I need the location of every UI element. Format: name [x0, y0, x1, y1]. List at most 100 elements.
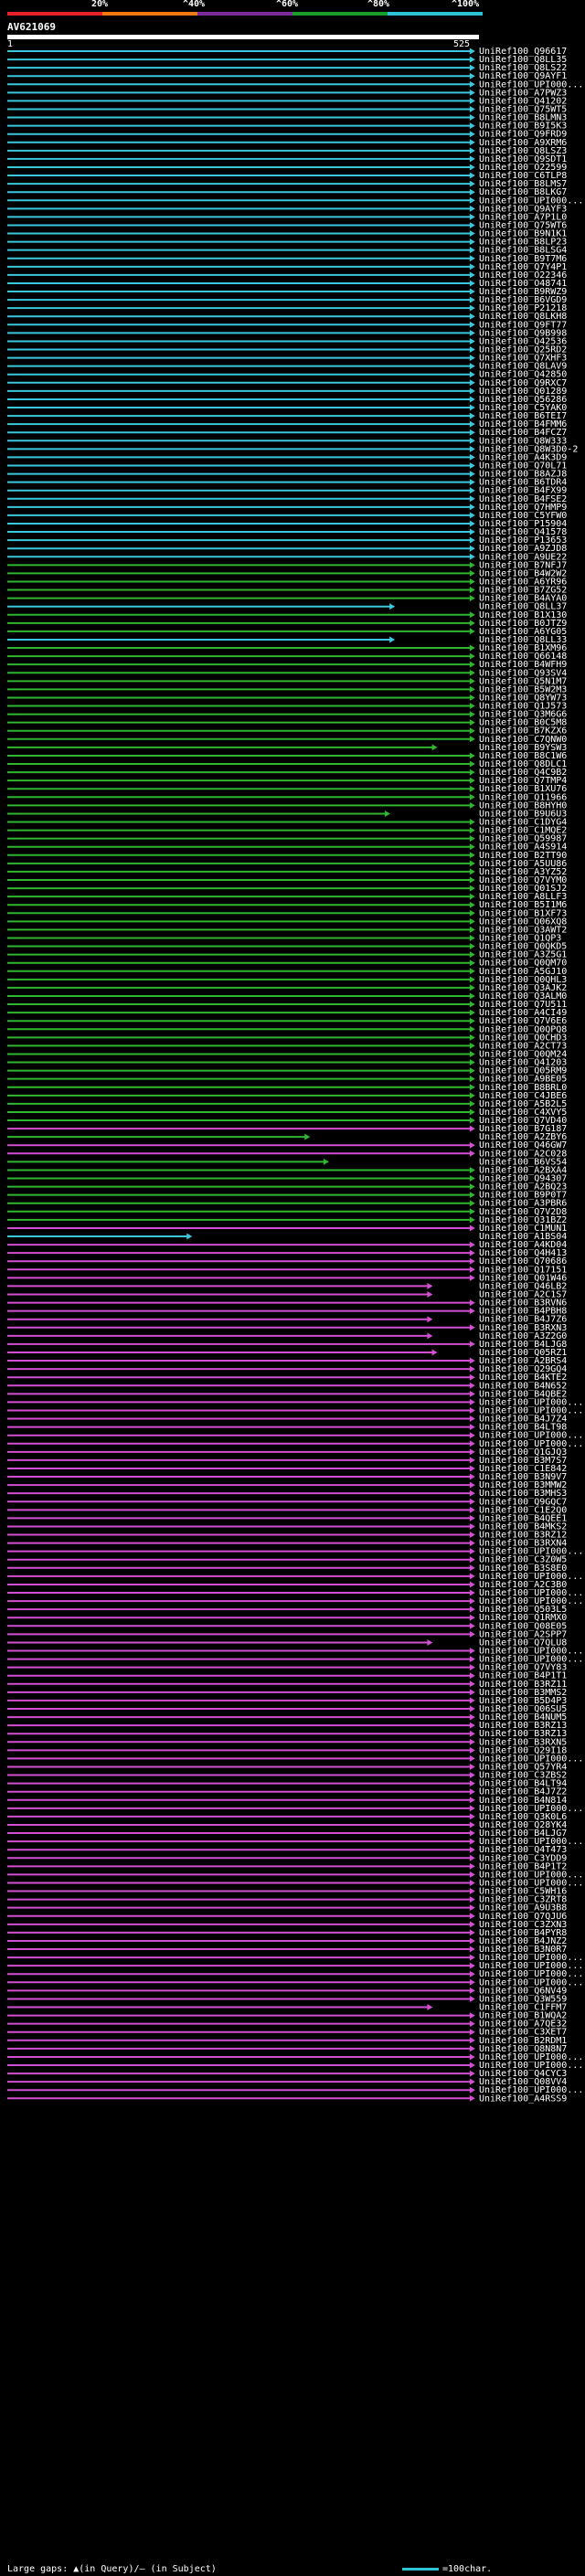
hit-row[interactable]: UniRef100_C3ZRT8: [7, 1895, 567, 1905]
hit-row[interactable]: UniRef100_A9XRM6: [7, 138, 567, 148]
hit-row[interactable]: UniRef100_B4J7Z2: [7, 1787, 567, 1797]
hit-label[interactable]: UniRef100_C6TLP8: [479, 171, 567, 181]
hit-label[interactable]: UniRef100_B1X130: [479, 610, 567, 620]
hit-row[interactable]: UniRef100_Q5N1M7: [7, 676, 567, 686]
hit-label[interactable]: UniRef100_A4KD04: [479, 1240, 567, 1250]
hit-label[interactable]: UniRef100_UPI000...: [479, 1969, 583, 1979]
hit-label[interactable]: UniRef100_B8LP23: [479, 238, 567, 248]
hit-row[interactable]: UniRef100_C4JBE6: [7, 1091, 567, 1101]
hit-label[interactable]: UniRef100_B6TDR4: [479, 478, 567, 488]
hit-row[interactable]: UniRef100_B3MHS3: [7, 1489, 567, 1499]
hit-label[interactable]: UniRef100_Q9RXC7: [479, 378, 567, 388]
hit-label[interactable]: UniRef100_Q7VY83: [479, 1663, 567, 1673]
hit-row[interactable]: UniRef100_B2RDM1: [7, 2036, 567, 2046]
hit-label[interactable]: UniRef100_UPI000...: [479, 2052, 583, 2062]
hit-row[interactable]: UniRef100_A4S914: [7, 843, 567, 853]
hit-row[interactable]: UniRef100_Q0QKD5: [7, 942, 567, 952]
hit-label[interactable]: UniRef100_Q25RD2: [479, 345, 567, 355]
hit-label[interactable]: UniRef100_B5D4P3: [479, 1696, 567, 1706]
hit-label[interactable]: UniRef100_B8LMN3: [479, 113, 567, 123]
hit-row[interactable]: UniRef100_A4CI49: [7, 1008, 567, 1018]
hit-label[interactable]: UniRef100_Q9GQC7: [479, 1497, 567, 1507]
hit-label[interactable]: UniRef100_A2C1S7: [479, 1290, 567, 1300]
hit-label[interactable]: UniRef100_Q9B998: [479, 328, 567, 338]
hit-label[interactable]: UniRef100_A2BXA4: [479, 1165, 567, 1175]
hit-label[interactable]: UniRef100_A7QE32: [479, 2019, 567, 2030]
hit-label[interactable]: UniRef100_C3YDD9: [479, 1853, 567, 1863]
hit-label[interactable]: UniRef100_B4J7Z6: [479, 1315, 567, 1325]
hit-label[interactable]: UniRef100_B3RXN3: [479, 1323, 567, 1333]
hit-row[interactable]: UniRef100_B4NUM5: [7, 1712, 567, 1723]
hit-row[interactable]: UniRef100_UPI000...: [7, 1588, 583, 1598]
hit-label[interactable]: UniRef100_B4FCZ7: [479, 428, 567, 438]
hit-row[interactable]: UniRef100_B3M7S7: [7, 1456, 567, 1466]
hit-row[interactable]: UniRef100_Q42536: [7, 336, 567, 346]
hit-label[interactable]: UniRef100_B3RZ11: [479, 1680, 567, 1690]
hit-label[interactable]: UniRef100_B4AYA0: [479, 594, 567, 604]
hit-label[interactable]: UniRef100_Q4C9B2: [479, 768, 567, 778]
hit-row[interactable]: UniRef100_O48741: [7, 279, 567, 289]
hit-label[interactable]: UniRef100_A4RSS9: [479, 2094, 567, 2104]
hit-label[interactable]: UniRef100_B3N9V7: [479, 1472, 567, 1482]
hit-label[interactable]: UniRef100_C1MUN1: [479, 1224, 567, 1234]
hit-row[interactable]: UniRef100_B4QEE1: [7, 1513, 567, 1523]
hit-label[interactable]: UniRef100_C1DYG4: [479, 818, 567, 828]
hit-row[interactable]: UniRef100_B9YSW3: [7, 743, 567, 753]
hit-label[interactable]: UniRef100_B3N0R7: [479, 1945, 567, 1955]
hit-label[interactable]: UniRef100_A6YG05: [479, 627, 567, 637]
hit-label[interactable]: UniRef100_C5YFW0: [479, 511, 567, 521]
hit-label[interactable]: UniRef100_C1FFM7: [479, 2003, 567, 2013]
hit-label[interactable]: UniRef100_B4N814: [479, 1796, 567, 1806]
hit-label[interactable]: UniRef100_Q75WT5: [479, 104, 567, 114]
hit-row[interactable]: UniRef100_Q9AYF3: [7, 204, 567, 214]
hit-label[interactable]: UniRef100_B3MMS2: [479, 1688, 567, 1698]
hit-label[interactable]: UniRef100_B8AZJ8: [479, 470, 567, 480]
hit-row[interactable]: UniRef100_Q8W3D0-2: [7, 444, 578, 454]
hit-row[interactable]: UniRef100_B5D4P3: [7, 1696, 567, 1706]
hit-label[interactable]: UniRef100_UPI000...: [479, 1655, 583, 1665]
hit-row[interactable]: UniRef100_UPI000...: [7, 1870, 583, 1880]
hit-row[interactable]: UniRef100_B3RXN5: [7, 1737, 567, 1747]
hit-label[interactable]: UniRef100_A2ZBY6: [479, 1132, 567, 1142]
hit-row[interactable]: UniRef100_Q46GW7: [7, 1140, 567, 1150]
hit-row[interactable]: UniRef100_Q7QLU8: [7, 1638, 567, 1648]
hit-row[interactable]: UniRef100_Q7Y4P1: [7, 262, 567, 272]
hit-label[interactable]: UniRef100_Q70L71: [479, 461, 567, 472]
hit-row[interactable]: UniRef100_B4J7Z4: [7, 1415, 567, 1425]
hit-row[interactable]: UniRef100_Q94307: [7, 1174, 567, 1184]
hit-label[interactable]: UniRef100_UPI000...: [479, 2085, 583, 2095]
hit-label[interactable]: UniRef100_UPI000...: [479, 80, 583, 90]
hit-row[interactable]: UniRef100_UPI000...: [7, 1961, 583, 1971]
hit-label[interactable]: UniRef100_UPI000...: [479, 196, 583, 206]
hit-label[interactable]: UniRef100_Q0CHD3: [479, 1033, 567, 1043]
hit-row[interactable]: UniRef100_Q08E05: [7, 1621, 567, 1631]
hit-label[interactable]: UniRef100_Q1GJQ3: [479, 1447, 567, 1458]
hit-label[interactable]: UniRef100_A1BS04: [479, 1232, 567, 1242]
hit-label[interactable]: UniRef100_Q8YW73: [479, 693, 567, 703]
hit-label[interactable]: UniRef100_C3Z0W5: [479, 1555, 567, 1565]
hit-label[interactable]: UniRef100_Q0QM24: [479, 1049, 567, 1059]
hit-label[interactable]: UniRef100_Q42536: [479, 336, 567, 346]
hit-row[interactable]: UniRef100_B8HYH0: [7, 800, 567, 811]
hit-label[interactable]: UniRef100_A2SPP7: [479, 1629, 567, 1639]
hit-row[interactable]: UniRef100_Q1QP3: [7, 933, 561, 943]
hit-row[interactable]: UniRef100_Q01SJ2: [7, 884, 567, 894]
hit-label[interactable]: UniRef100_UPI000...: [479, 1647, 583, 1657]
hit-label[interactable]: UniRef100_Q3W559: [479, 1994, 567, 2004]
hit-label[interactable]: UniRef100_Q0QKD5: [479, 942, 567, 952]
hit-row[interactable]: UniRef100_UPI000...: [7, 196, 583, 206]
hit-row[interactable]: UniRef100_B8LKG7: [7, 187, 567, 197]
hit-label[interactable]: UniRef100_B0JTZ9: [479, 619, 567, 629]
hit-row[interactable]: UniRef100_A3Z2G0: [7, 1331, 567, 1341]
hit-label[interactable]: UniRef100_B8BRL0: [479, 1083, 567, 1093]
hit-row[interactable]: UniRef100_B3RZ11: [7, 1680, 567, 1690]
hit-row[interactable]: UniRef100_B1WQA2: [7, 2011, 567, 2021]
hit-label[interactable]: UniRef100_B4J7Z4: [479, 1415, 567, 1425]
hit-row[interactable]: UniRef100_B3MMS2: [7, 1688, 567, 1698]
hit-label[interactable]: UniRef100_A5GJ10: [479, 967, 567, 977]
hit-row[interactable]: UniRef100_Q17151: [7, 1265, 567, 1275]
hit-label[interactable]: UniRef100_A5UU86: [479, 859, 567, 869]
hit-label[interactable]: UniRef100_Q4T473: [479, 1845, 567, 1855]
hit-row[interactable]: UniRef100_B1XF73: [7, 908, 567, 918]
hit-label[interactable]: UniRef100_A7P1L0: [479, 212, 567, 222]
